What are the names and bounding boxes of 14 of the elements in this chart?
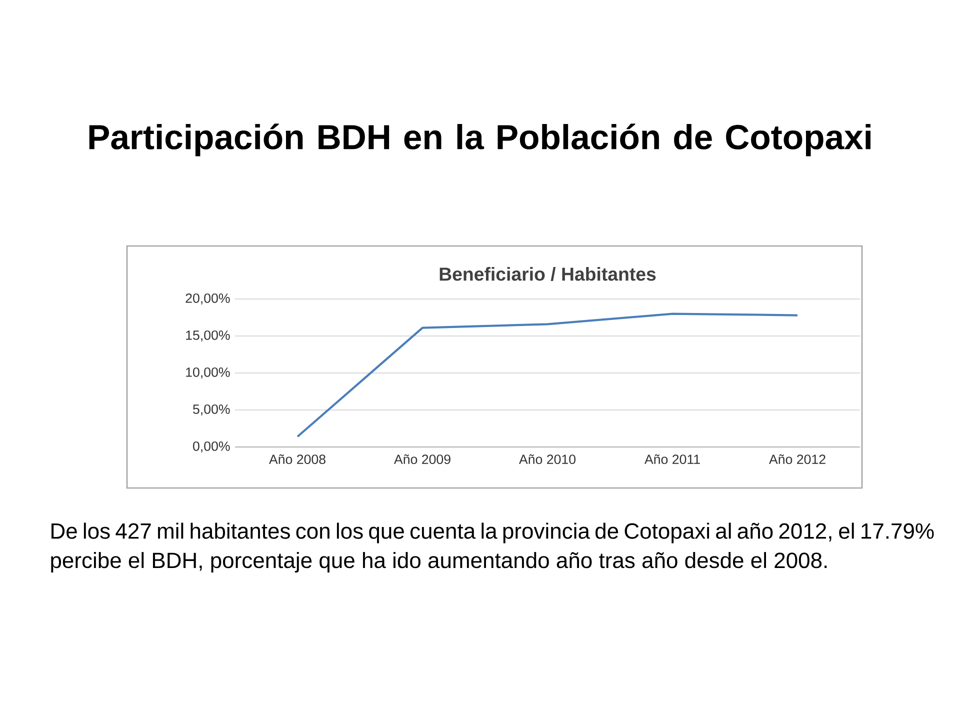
y-tick-label: 5,00% [193,404,230,416]
line-series [296,312,799,438]
x-tick-label: Año 2008 [268,454,326,464]
y-tick-label: 10,00% [186,367,230,379]
chart-subtitle: Beneficiario / Habitantes [440,267,656,281]
text: De los 427 mil habitantes con los que cuenta la provincia de Cotopaxi al año 2012, el 17.79% percibe el BDH, porcentaje que ha ido aumentando año tras año desde el 2008. [51,522,934,573]
x-tick-label: Año 2012 [768,454,826,464]
y-tick-label: 20,00% [186,293,230,305]
x-tick-label: Año 2011 [644,454,700,464]
x-tick-label: Año 2009 [394,454,450,464]
y-tick-label: 15,00% [186,330,230,342]
chart-title: Participación BDH en la Población de Cotopaxi [89,124,870,156]
y-tick-label: 0,00% [193,441,230,452]
x-tick-label: Año 2010 [518,454,576,464]
